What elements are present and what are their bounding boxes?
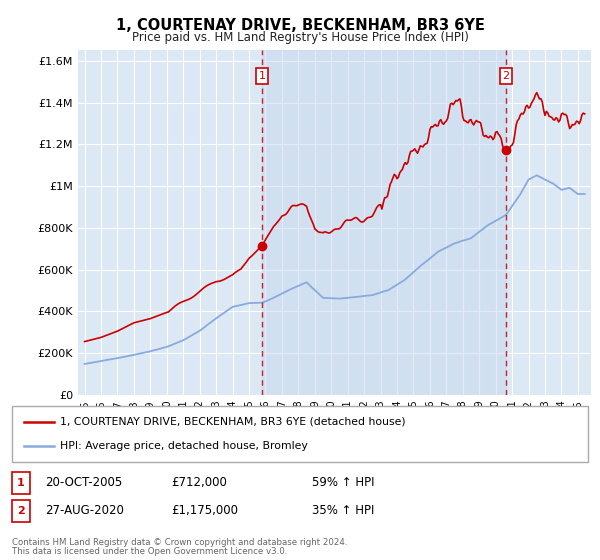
Text: £1,175,000: £1,175,000 bbox=[171, 504, 238, 517]
Text: This data is licensed under the Open Government Licence v3.0.: This data is licensed under the Open Gov… bbox=[12, 548, 287, 557]
Text: 1: 1 bbox=[17, 478, 25, 488]
Text: 1, COURTENAY DRIVE, BECKENHAM, BR3 6YE (detached house): 1, COURTENAY DRIVE, BECKENHAM, BR3 6YE (… bbox=[60, 417, 406, 427]
Text: 1, COURTENAY DRIVE, BECKENHAM, BR3 6YE: 1, COURTENAY DRIVE, BECKENHAM, BR3 6YE bbox=[116, 18, 484, 34]
Text: 20-OCT-2005: 20-OCT-2005 bbox=[45, 476, 122, 489]
Text: HPI: Average price, detached house, Bromley: HPI: Average price, detached house, Brom… bbox=[60, 441, 308, 451]
Text: Contains HM Land Registry data © Crown copyright and database right 2024.: Contains HM Land Registry data © Crown c… bbox=[12, 538, 347, 547]
Text: 27-AUG-2020: 27-AUG-2020 bbox=[45, 504, 124, 517]
Text: 35% ↑ HPI: 35% ↑ HPI bbox=[312, 504, 374, 517]
Text: 2: 2 bbox=[502, 71, 509, 81]
Text: £712,000: £712,000 bbox=[171, 476, 227, 489]
Text: 1: 1 bbox=[259, 71, 266, 81]
Text: Price paid vs. HM Land Registry's House Price Index (HPI): Price paid vs. HM Land Registry's House … bbox=[131, 31, 469, 44]
Bar bbox=[262, 50, 506, 395]
Text: 2: 2 bbox=[17, 506, 25, 516]
Text: 59% ↑ HPI: 59% ↑ HPI bbox=[312, 476, 374, 489]
